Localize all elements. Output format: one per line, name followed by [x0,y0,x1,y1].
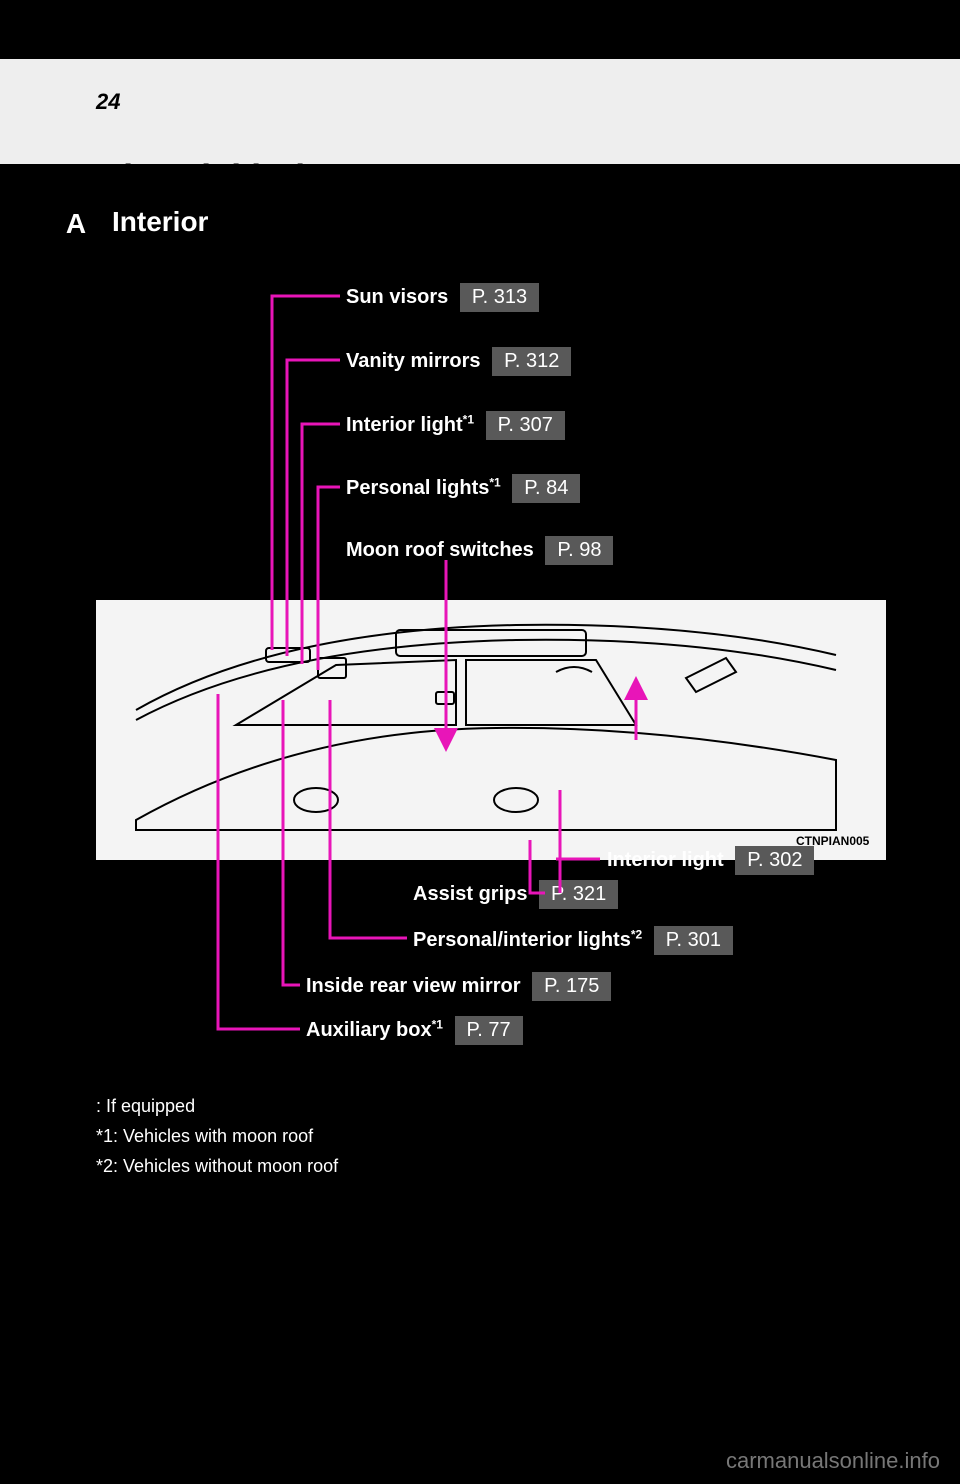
header-bar: 24 Pictorial index [0,59,960,164]
page-ref: P. 301 [654,926,733,955]
interior-diagram [96,600,886,860]
page-ref: P. 302 [735,846,814,875]
label-personal-interior: Personal/interior lights*2 P. 301 [413,926,733,955]
label-text: Assist grips [413,883,527,905]
note-no-moon-roof: *2: Vehicles without moon roof [96,1156,338,1177]
label-text: Personal lights [346,477,489,499]
label-interior-light: Interior light*1 P. 307 [346,411,565,440]
car-outline [96,600,886,860]
label-interior-light-2: Interior light P. 302 [607,846,814,875]
page-ref: P. 312 [492,347,571,376]
page-title: Pictorial index [96,157,342,199]
watermark: carmanualsonline.info [726,1448,940,1474]
section-letter-box: A [56,204,96,244]
label-text: Inside rear view mirror [306,975,521,997]
label-text: Sun visors [346,286,448,308]
label-moon-roof: Moon roof switches P. 98 [346,536,613,565]
label-text: Interior light [346,414,463,436]
label-aux-box: Auxiliary box*1 P. 77 [306,1016,523,1045]
page-ref: P. 321 [539,880,618,909]
page-ref: P. 84 [512,474,580,503]
note-moon-roof: *1: Vehicles with moon roof [96,1126,313,1147]
page-ref: P. 307 [486,411,565,440]
page-ref: P. 77 [455,1016,523,1045]
label-text: Moon roof switches [346,539,534,561]
label-vanity-mirrors: Vanity mirrors P. 312 [346,347,571,376]
label-personal-lights: Personal lights*1 P. 84 [346,474,580,503]
label-sun-visors: Sun visors P. 313 [346,283,539,312]
label-text: Vanity mirrors [346,350,481,372]
page-number: 24 [96,89,120,115]
label-assist-grips: Assist grips P. 321 [413,880,618,909]
label-rear-mirror: Inside rear view mirror P. 175 [306,972,611,1001]
page-ref: P. 313 [460,283,539,312]
label-text: Personal/interior lights [413,929,631,951]
label-text: Interior light [607,849,724,871]
label-text: Auxiliary box [306,1019,432,1041]
section-title: Interior [112,206,208,238]
page-ref: P. 175 [532,972,611,1001]
note-if-equipped: : If equipped [96,1096,195,1117]
page-ref: P. 98 [545,536,613,565]
